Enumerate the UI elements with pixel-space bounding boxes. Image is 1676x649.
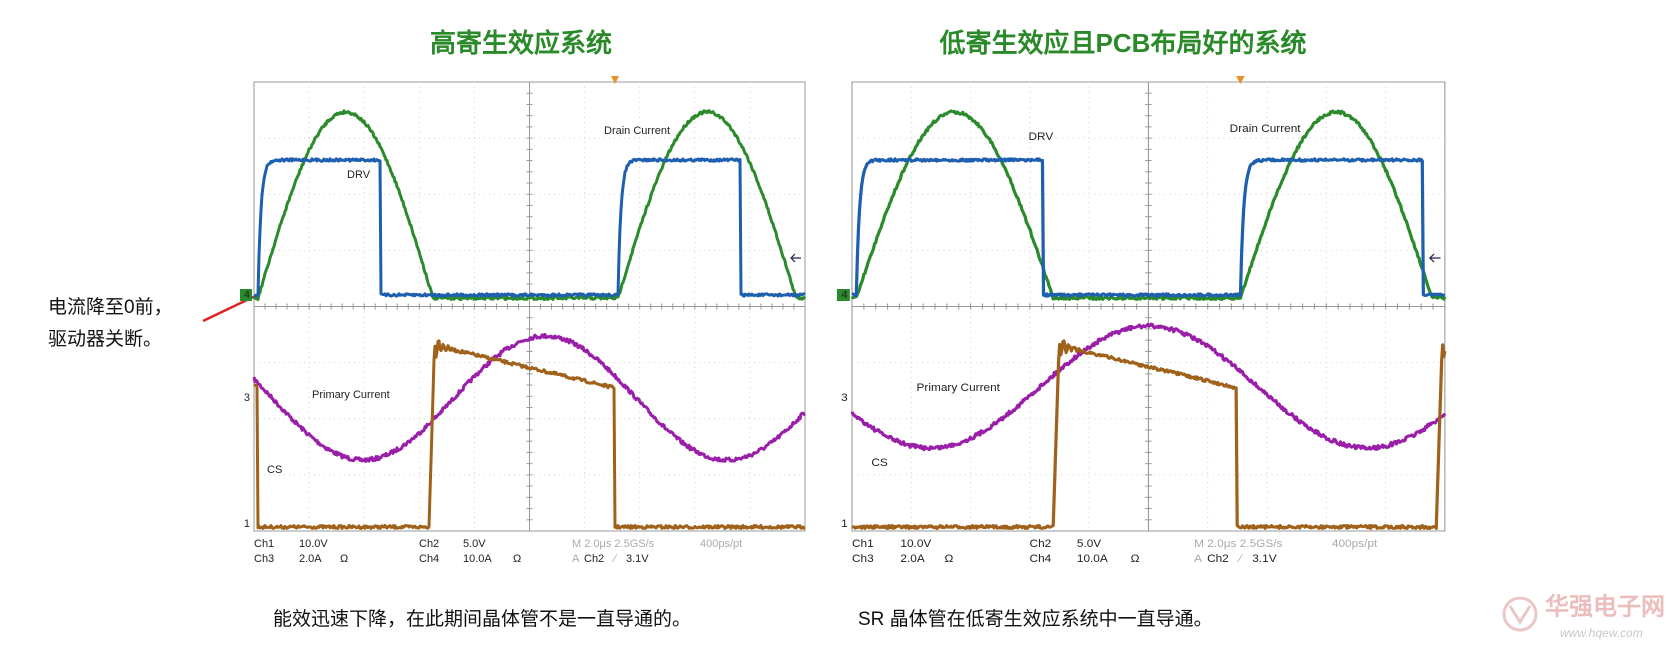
readout: 2.0A	[900, 553, 925, 565]
readout: Ch4	[1030, 553, 1052, 565]
readout: Ch3	[852, 553, 874, 565]
readout: 10.0V	[900, 538, 931, 550]
readout: Ω	[340, 553, 348, 565]
caption: SR 晶体管在低寄生效应系统中一直导通。	[858, 608, 1213, 630]
readout: 3.1V	[626, 553, 649, 565]
channel-marker: 1	[244, 518, 250, 530]
cs-trace	[253, 339, 806, 530]
channel-marker: 1	[841, 518, 848, 530]
primary-current-trace	[850, 322, 1447, 452]
readout: M 2.0μs 2.5GS/s	[1194, 538, 1283, 550]
channel-marker: 3	[841, 392, 848, 404]
channel-marker-bg	[836, 289, 850, 301]
trace-label: Primary Current	[917, 382, 1001, 394]
readout: Ch4	[419, 553, 439, 565]
channel-marker: 4	[244, 289, 250, 301]
trace-label: DRV	[1028, 131, 1053, 143]
watermark-url: www.hqew.com	[1560, 626, 1643, 640]
readout: Ch2	[1030, 538, 1052, 550]
watermark-name: 华强电子网	[1545, 592, 1665, 620]
oscilloscope: DRV Drain Current Primary Current CS 4 3 1 Ch1 1…	[836, 76, 1447, 565]
annotation: 电流降至0前，	[48, 296, 173, 318]
drv-trace	[851, 157, 1446, 298]
title: 高寄生效应系统	[430, 28, 612, 58]
readout: ∕	[611, 553, 618, 565]
readout: M 2.0μs 2.5GS/s	[572, 538, 655, 550]
readout: 400ps/pt	[700, 538, 742, 550]
trace-label: Drain Current	[604, 125, 670, 137]
readout: Ch1	[852, 538, 874, 550]
readout: 5.0V	[463, 538, 486, 550]
readout: Ch2	[584, 553, 604, 565]
trace-label: Drain Current	[1230, 123, 1302, 135]
readout: Ch2	[419, 538, 439, 550]
readout: Ch1	[254, 538, 274, 550]
channel-marker-bg	[240, 289, 252, 301]
readout: A	[1194, 553, 1202, 565]
channel-marker: 4	[841, 289, 848, 301]
title: 低寄生效应且PCB布局好的系统	[939, 28, 1307, 58]
drain-current-trace	[850, 109, 1447, 301]
annotation: 驱动器关断。	[48, 328, 162, 350]
drv-trace	[253, 157, 806, 298]
readout: Ω	[1131, 553, 1140, 565]
readout: 3.1V	[1252, 553, 1277, 565]
readout: 10.0A	[1077, 553, 1108, 565]
trace-label: CS	[267, 464, 282, 476]
trigger-marker	[1236, 76, 1245, 84]
readout: Ω	[513, 553, 521, 565]
readout: 2.0A	[299, 553, 322, 565]
primary-current-trace	[252, 332, 807, 463]
trigger-level	[1428, 253, 1441, 263]
readout: 400ps/pt	[1332, 538, 1378, 550]
readout: 5.0V	[1077, 538, 1102, 550]
readout: Ch2	[1207, 553, 1229, 565]
trigger-marker	[611, 76, 619, 84]
readout: A	[572, 553, 580, 565]
trace-label: Primary Current	[312, 389, 390, 401]
cs-trace	[851, 339, 1447, 530]
caption: 能效迅速下降，在此期间晶体管不是一直导通的。	[273, 608, 691, 630]
readout: Ch3	[254, 553, 274, 565]
readout: Ω	[945, 553, 954, 565]
readout: 10.0V	[299, 538, 328, 550]
trace-label: DRV	[347, 169, 371, 181]
channel-marker: 3	[244, 392, 250, 404]
readout: ∕	[1236, 553, 1243, 565]
trigger-level	[790, 253, 801, 263]
readout: 10.0A	[463, 553, 492, 565]
drain-current-trace	[252, 109, 807, 301]
watermark: 华强电子网 www.hqew.com	[1502, 592, 1665, 640]
oscilloscope: DRV Drain Current Primary Current CS 4 3 1 Ch1 1…	[240, 76, 807, 565]
trace-label: CS	[871, 457, 888, 469]
